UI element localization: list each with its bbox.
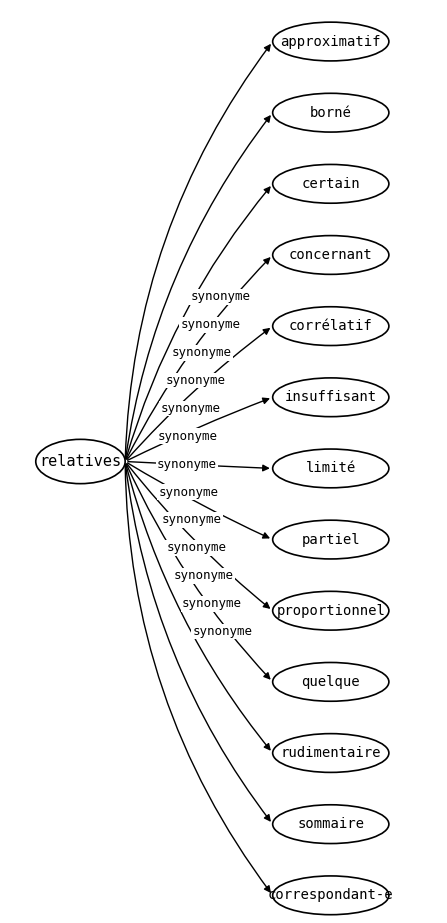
Text: synonyme: synonyme — [158, 430, 218, 443]
FancyArrowPatch shape — [126, 464, 270, 749]
Text: rudimentaire: rudimentaire — [281, 746, 381, 760]
Text: approximatif: approximatif — [281, 34, 381, 49]
Text: borné: borné — [310, 105, 352, 120]
Ellipse shape — [273, 592, 389, 630]
FancyArrowPatch shape — [128, 462, 268, 471]
Text: synonyme: synonyme — [180, 318, 240, 331]
FancyArrowPatch shape — [125, 464, 270, 892]
Ellipse shape — [273, 450, 389, 487]
Ellipse shape — [273, 93, 389, 132]
Ellipse shape — [273, 734, 389, 773]
Text: correspondant-e: correspondant-e — [268, 888, 394, 903]
Text: limité: limité — [306, 462, 356, 475]
Ellipse shape — [273, 235, 389, 274]
FancyArrowPatch shape — [127, 463, 269, 538]
FancyArrowPatch shape — [128, 398, 269, 461]
Text: sommaire: sommaire — [297, 817, 364, 832]
Ellipse shape — [273, 306, 389, 345]
FancyArrowPatch shape — [127, 258, 270, 459]
Ellipse shape — [273, 164, 389, 203]
Text: proportionnel: proportionnel — [276, 604, 385, 617]
Text: synonyme: synonyme — [190, 291, 251, 304]
Text: synonyme: synonyme — [157, 458, 217, 471]
Text: quelque: quelque — [301, 675, 360, 689]
Ellipse shape — [273, 876, 389, 915]
Text: concernant: concernant — [289, 248, 373, 262]
Text: partiel: partiel — [301, 533, 360, 546]
Text: synonyme: synonyme — [173, 569, 233, 582]
FancyArrowPatch shape — [127, 464, 270, 678]
Text: synonyme: synonyme — [161, 513, 221, 526]
Ellipse shape — [273, 663, 389, 701]
FancyArrowPatch shape — [126, 116, 270, 459]
Text: synonyme: synonyme — [166, 542, 226, 555]
Ellipse shape — [273, 521, 389, 559]
Ellipse shape — [273, 22, 389, 61]
FancyArrowPatch shape — [127, 329, 269, 460]
Ellipse shape — [273, 805, 389, 844]
FancyArrowPatch shape — [125, 45, 270, 459]
Text: synonyme: synonyme — [158, 485, 218, 498]
FancyArrowPatch shape — [127, 463, 269, 608]
Ellipse shape — [273, 378, 389, 416]
Text: synonyme: synonyme — [172, 346, 232, 359]
Text: relatives: relatives — [39, 454, 122, 469]
Ellipse shape — [36, 439, 125, 484]
FancyArrowPatch shape — [126, 187, 270, 459]
Text: insuffisant: insuffisant — [285, 390, 377, 404]
Text: synonyme: synonyme — [182, 597, 242, 610]
Text: synonyme: synonyme — [160, 402, 220, 415]
Text: certain: certain — [301, 177, 360, 191]
Text: synonyme: synonyme — [165, 374, 225, 387]
Text: corrélatif: corrélatif — [289, 319, 373, 333]
Text: synonyme: synonyme — [193, 625, 253, 638]
FancyArrowPatch shape — [126, 464, 270, 821]
